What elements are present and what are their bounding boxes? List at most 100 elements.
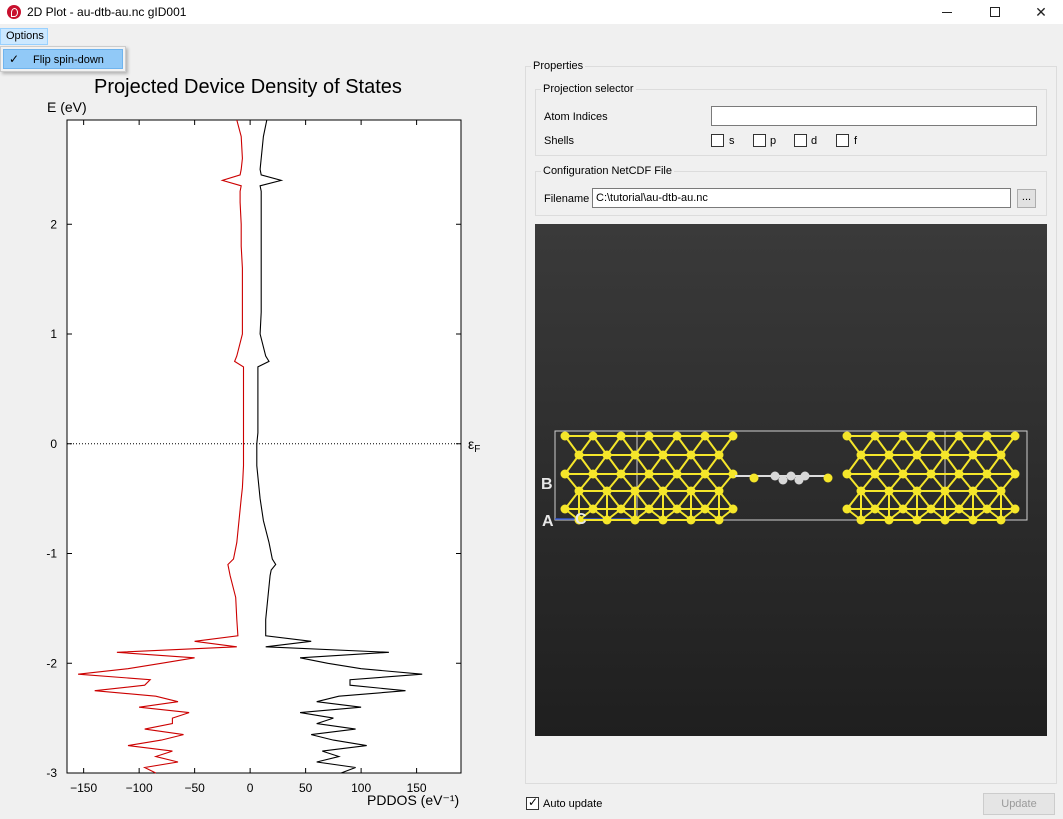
gold-atom (574, 515, 584, 525)
gold-atom (996, 450, 1006, 460)
shell-p-checkbox[interactable] (753, 134, 766, 147)
gold-atom (574, 450, 584, 460)
minimize-icon (942, 11, 952, 13)
gold-atom (616, 504, 626, 514)
shells-label: Shells (544, 135, 574, 147)
axis-c-label: C (575, 511, 587, 528)
gold-atom (898, 469, 908, 479)
x-tick-label: −100 (126, 781, 153, 795)
title-bar: 2D Plot - au-dtb-au.nc gID001 ✕ (0, 0, 1063, 24)
shell-d-label: d (811, 135, 818, 147)
gold-atom (996, 515, 1006, 525)
shell-d-checkbox[interactable] (794, 134, 807, 147)
gold-atom (630, 450, 640, 460)
config-file-title: Configuration NetCDF File (541, 165, 674, 177)
gold-atom (714, 515, 724, 525)
carbon-atom (778, 475, 788, 485)
gold-atom (968, 486, 978, 496)
x-tick-label: 100 (351, 781, 371, 795)
auto-update-checkbox[interactable] (526, 795, 539, 810)
gold-atom (630, 515, 640, 525)
gold-atom (714, 486, 724, 496)
gold-atom (574, 486, 584, 496)
gold-atom (700, 431, 710, 441)
window-title: 2D Plot - au-dtb-au.nc gID001 (27, 5, 187, 19)
filename-input[interactable] (592, 188, 1011, 208)
gold-atom (940, 450, 950, 460)
gold-atom (842, 504, 852, 514)
x-tick-label: −150 (70, 781, 97, 795)
close-button[interactable]: ✕ (1018, 0, 1063, 24)
axis-a-label: A (542, 513, 554, 530)
gold-atom (870, 431, 880, 441)
gold-atom (588, 431, 598, 441)
gold-atom (982, 504, 992, 514)
gold-atom (898, 431, 908, 441)
structure-viewer[interactable]: B A C (535, 224, 1047, 736)
gold-atom (616, 431, 626, 441)
x-tick-label: 0 (247, 781, 254, 795)
gold-atom (856, 486, 866, 496)
gold-atom (870, 469, 880, 479)
gold-atom (954, 504, 964, 514)
gold-atom (870, 504, 880, 514)
gold-atom (856, 515, 866, 525)
axis-b-label: B (541, 476, 553, 493)
shell-s-label: s (729, 135, 735, 147)
auto-update-label: Auto update (543, 798, 603, 810)
x-tick-label: −50 (184, 781, 205, 795)
filename-label: Filename (544, 193, 590, 205)
gold-atom (602, 450, 612, 460)
gold-atom (602, 486, 612, 496)
update-button[interactable]: Update (983, 793, 1055, 815)
gold-atom (644, 504, 654, 514)
shell-f-label: f (854, 135, 858, 147)
projection-selector-title: Projection selector (541, 83, 636, 95)
gold-atom (982, 431, 992, 441)
shell-s-checkbox[interactable] (711, 134, 724, 147)
menu-options[interactable]: Options (0, 28, 48, 45)
y-tick-label: -1 (46, 547, 57, 561)
gold-atom (898, 504, 908, 514)
options-dropdown: ✓ Flip spin-down (0, 46, 126, 72)
gold-atom (926, 469, 936, 479)
gold-atom (560, 504, 570, 514)
gold-atom (842, 431, 852, 441)
menu-item-flip-spin-down[interactable]: ✓ Flip spin-down (3, 49, 123, 69)
y-axis-label: E (eV) (47, 99, 87, 115)
y-tick-label: 2 (50, 217, 57, 231)
gold-atom (884, 486, 894, 496)
y-tick-label: -2 (46, 656, 57, 670)
x-tick-label: 150 (407, 781, 427, 795)
gold-atom (940, 515, 950, 525)
browse-button[interactable]: ... (1017, 189, 1036, 208)
gold-atom (672, 504, 682, 514)
sulfur-atom (749, 473, 759, 483)
gold-atom (560, 469, 570, 479)
gold-atom (884, 450, 894, 460)
spin-down-series (78, 119, 245, 774)
gold-atom (658, 515, 668, 525)
shell-f-checkbox[interactable] (836, 134, 849, 147)
gold-atom (954, 469, 964, 479)
gold-atom (884, 515, 894, 525)
plot-title: Projected Device Density of States (94, 76, 402, 98)
check-icon: ✓ (9, 52, 20, 66)
gold-atom (560, 431, 570, 441)
gold-atom (700, 504, 710, 514)
gold-atom (728, 431, 738, 441)
minimize-button[interactable] (924, 0, 970, 24)
gold-atom (686, 515, 696, 525)
gold-atom (672, 469, 682, 479)
gold-atom (630, 486, 640, 496)
sulfur-atom (823, 473, 833, 483)
gold-atom (728, 504, 738, 514)
projection-selector-group: Projection selector (535, 83, 1047, 156)
carbon-atom (786, 471, 796, 481)
gold-atom (700, 469, 710, 479)
properties-group: Properties (525, 60, 1057, 784)
gold-atom (940, 486, 950, 496)
atom-indices-input[interactable] (711, 106, 1037, 126)
maximize-button[interactable] (972, 0, 1018, 24)
gold-atom (658, 486, 668, 496)
